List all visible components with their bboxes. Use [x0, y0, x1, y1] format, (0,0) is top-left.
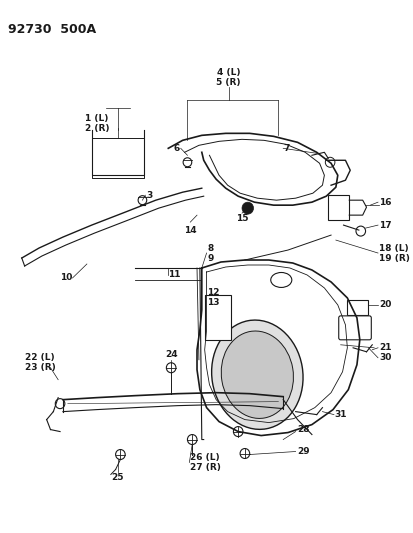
Ellipse shape — [270, 272, 291, 287]
Text: 6: 6 — [173, 144, 179, 153]
Bar — [347, 300, 368, 315]
Text: 5 (R): 5 (R) — [216, 78, 240, 87]
Text: 24: 24 — [164, 350, 177, 359]
Text: 14: 14 — [183, 225, 196, 235]
Text: 23 (R): 23 (R) — [25, 363, 55, 372]
Text: 7: 7 — [282, 144, 289, 153]
Text: 18 (L): 18 (L) — [378, 244, 408, 253]
Text: 30: 30 — [378, 353, 390, 362]
Bar — [328, 195, 349, 220]
Ellipse shape — [221, 331, 293, 418]
Text: 92730  500A: 92730 500A — [8, 22, 96, 36]
Text: 17: 17 — [378, 221, 391, 230]
Text: 19 (R): 19 (R) — [378, 254, 409, 263]
Text: 25: 25 — [111, 473, 123, 482]
Text: 12: 12 — [206, 288, 218, 297]
Text: 15: 15 — [235, 214, 248, 223]
Text: 1 (L): 1 (L) — [85, 114, 108, 123]
Text: 27 (R): 27 (R) — [190, 463, 221, 472]
Text: 2 (R): 2 (R) — [85, 124, 109, 133]
Text: 29: 29 — [297, 447, 309, 456]
Text: 31: 31 — [333, 410, 346, 419]
Text: 9: 9 — [207, 254, 214, 263]
Text: 21: 21 — [378, 343, 391, 352]
Text: 13: 13 — [206, 298, 218, 308]
FancyBboxPatch shape — [338, 316, 370, 340]
Text: 4 (L): 4 (L) — [216, 68, 240, 77]
Text: 11: 11 — [168, 270, 180, 279]
Ellipse shape — [211, 320, 302, 430]
Text: 26 (L): 26 (L) — [190, 453, 219, 462]
Circle shape — [242, 202, 253, 214]
Text: 20: 20 — [378, 301, 390, 309]
Text: 3: 3 — [146, 191, 152, 200]
Text: 8: 8 — [207, 244, 213, 253]
Bar — [204, 295, 231, 340]
Text: 16: 16 — [378, 198, 391, 207]
Text: 10: 10 — [60, 273, 72, 282]
Text: 22 (L): 22 (L) — [25, 353, 54, 362]
Text: 28: 28 — [297, 425, 309, 434]
